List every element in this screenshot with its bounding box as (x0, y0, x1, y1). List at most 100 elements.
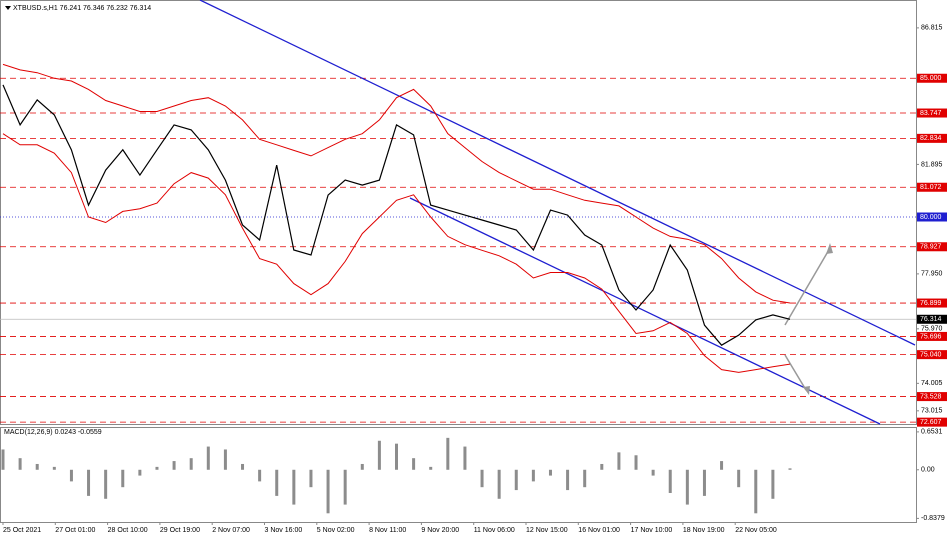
macd-bar (35, 463, 39, 470)
macd-bar (514, 469, 518, 491)
macd-bar (463, 446, 467, 470)
macd-bar (429, 466, 433, 470)
macd-bar (69, 469, 73, 482)
x-tick-label: 2 Nov 07:00 (212, 527, 250, 534)
x-tick-label: 28 Oct 10:00 (108, 527, 148, 534)
chart-title: XTBUSD.s,H1 76.241 76.346 76.232 76.314 (13, 5, 151, 12)
macd-bar (377, 440, 381, 470)
level-box (917, 298, 947, 308)
macd-bar (617, 452, 621, 470)
x-tick-label: 11 Nov 06:00 (474, 527, 515, 534)
level-box (917, 350, 947, 360)
macd-tick-label: 0.6531 (921, 429, 943, 436)
level-label: 78.927 (920, 244, 942, 251)
level-label: 75.040 (920, 351, 942, 358)
menu-icon (5, 6, 11, 10)
macd-bar (121, 469, 125, 488)
macd-tick-label: 0.00 (921, 467, 935, 474)
macd-bar (395, 443, 398, 470)
level-label: 85.000 (920, 75, 942, 82)
macd-bar (189, 458, 193, 470)
macd-bar (275, 469, 279, 496)
arrow (784, 354, 807, 391)
macd-bar (412, 458, 416, 470)
macd-bar (104, 469, 108, 499)
level-box (917, 331, 947, 341)
x-tick-label: 25 Oct 2021 (3, 527, 41, 534)
macd-bar (497, 469, 501, 499)
level-label: 81.072 (920, 184, 942, 191)
y-tick-label: 86.815 (921, 25, 943, 32)
macd-bar (292, 469, 296, 505)
macd-bar (206, 446, 210, 470)
y-tick-label: 77.950 (921, 271, 943, 278)
macd-bar (720, 461, 724, 470)
arrow-head (826, 243, 833, 254)
x-tick-label: 8 Nov 11:00 (369, 527, 406, 534)
macd-bar (668, 469, 672, 493)
channel-line (199, 0, 916, 346)
y-tick-label: 75.970 (921, 326, 943, 333)
macd-bar (52, 466, 56, 470)
macd-bar (1, 449, 5, 470)
y-tick-label: 73.015 (921, 408, 943, 415)
macd-bar (651, 469, 655, 476)
level-label: 82.834 (920, 135, 942, 142)
macd-title: MACD(12,26,9) 0.0243 -0.0559 (4, 429, 102, 436)
macd-bar (309, 469, 313, 488)
price-line (2, 84, 791, 346)
level-box (917, 242, 947, 252)
level-label: 73.528 (920, 393, 942, 400)
macd-bar (343, 469, 347, 505)
level-label: 75.696 (920, 333, 942, 340)
x-tick-label: 27 Oct 01:00 (55, 527, 95, 534)
macd-bar (223, 449, 227, 470)
level-label: 83.747 (920, 110, 942, 117)
macd-bar (754, 469, 758, 514)
y-tick-label: 74.005 (921, 380, 943, 387)
macd-bar (326, 469, 330, 514)
macd-bar (548, 469, 552, 476)
level-box (917, 314, 947, 324)
macd-bar (702, 469, 706, 496)
macd-bar (771, 469, 775, 499)
macd-bar (685, 469, 689, 505)
macd-bar (87, 469, 91, 496)
level-box (917, 73, 947, 83)
macd-bar (737, 469, 741, 488)
level-box (917, 392, 947, 402)
macd-bar (241, 463, 245, 470)
macd-bar (360, 463, 364, 470)
level-label: 72.607 (920, 419, 942, 426)
macd-bar (18, 458, 22, 470)
macd-bar (583, 469, 587, 488)
band-line (2, 63, 791, 304)
macd-bar (634, 455, 638, 470)
level-box (917, 417, 947, 427)
macd-bar (788, 468, 792, 470)
macd-bar (480, 469, 484, 488)
macd-panel (0, 427, 917, 523)
band-line (2, 133, 791, 373)
x-tick-label: 5 Nov 02:00 (317, 527, 355, 534)
x-tick-label: 9 Nov 20:00 (421, 527, 459, 534)
level-box (917, 133, 947, 143)
macd-bar (138, 469, 142, 476)
x-tick-label: 16 Nov 01:00 (578, 527, 620, 534)
y-tick-label: 81.895 (921, 161, 943, 168)
x-tick-label: 3 Nov 16:00 (265, 527, 303, 534)
macd-bar (258, 469, 262, 482)
macd-bar (446, 437, 450, 470)
main-panel (0, 0, 917, 425)
macd-bar (531, 469, 535, 482)
level-box (917, 108, 947, 118)
macd-tick-label: -0.8379 (921, 515, 945, 522)
x-tick-label: 18 Nov 19:00 (683, 527, 725, 534)
macd-bar (600, 463, 604, 470)
level-box (917, 182, 947, 192)
x-tick-label: 22 Nov 05:00 (735, 527, 777, 534)
level-label: 76.314 (920, 316, 942, 323)
channel-line (409, 197, 881, 425)
level-label: 76.899 (920, 300, 942, 307)
macd-bar (155, 466, 159, 470)
